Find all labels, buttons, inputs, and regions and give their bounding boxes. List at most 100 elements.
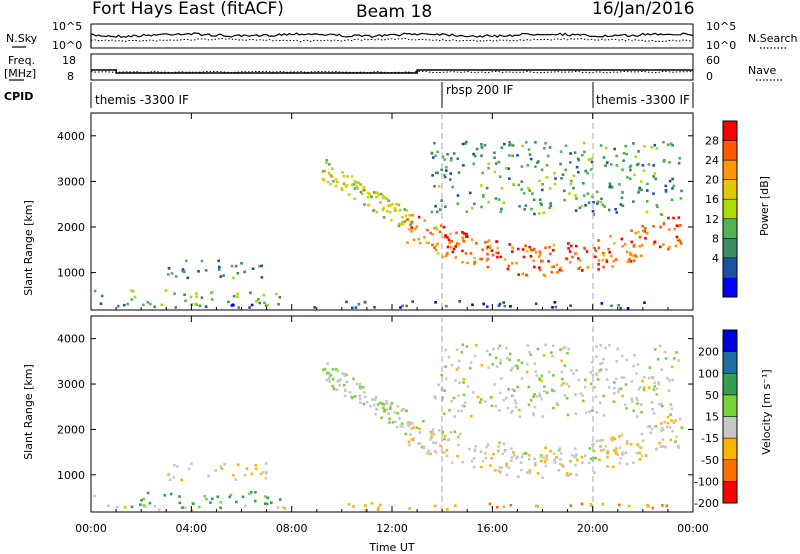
range-gate-cell <box>569 182 573 186</box>
range-gate-cell <box>598 370 601 373</box>
range-gate-cell <box>674 244 678 247</box>
range-gate-cell <box>194 302 197 306</box>
range-gate-cell <box>619 203 623 206</box>
nsky-tick-hi-right: 10^5 <box>706 20 736 33</box>
range-gate-cell <box>468 447 471 451</box>
range-gate-cell <box>373 306 376 309</box>
range-gate-cell <box>195 295 198 298</box>
range-gate-cell <box>457 443 460 447</box>
range-gate-cell <box>445 454 449 458</box>
range-gate-cell <box>500 187 504 190</box>
range-gate-cell <box>556 271 559 274</box>
range-gate-cell <box>496 255 499 259</box>
range-gate-cell <box>496 347 500 350</box>
range-gate-cell <box>557 469 561 472</box>
range-gate-cell <box>625 250 629 254</box>
range-gate-cell <box>577 170 580 174</box>
range-gate-cell <box>629 260 633 263</box>
range-gate-cell <box>638 451 641 455</box>
range-gate-cell <box>180 478 183 482</box>
range-gate-cell <box>509 352 512 356</box>
range-gate-cell <box>511 246 514 250</box>
range-gate-cell <box>335 388 339 392</box>
range-gate-cell <box>545 176 549 179</box>
range-gate-cell <box>374 396 378 399</box>
range-gate-cell <box>570 369 573 372</box>
range-gate-cell <box>605 378 609 381</box>
range-gate-cell <box>636 415 639 418</box>
range-gate-cell <box>115 505 119 509</box>
range-gate-cell <box>595 345 598 348</box>
range-gate-cell <box>671 187 674 190</box>
range-gate-cell <box>408 443 411 447</box>
colorbar-tick-label: -15 <box>701 432 719 445</box>
range-gate-cell <box>442 412 446 415</box>
range-gate-cell <box>216 495 219 499</box>
range-gate-cell <box>461 142 465 146</box>
range-gate-cell <box>671 144 674 147</box>
range-gate-cell <box>418 431 422 434</box>
range-gate-cell <box>489 464 492 467</box>
range-gate-cell <box>632 142 635 145</box>
range-gate-cell <box>375 407 379 411</box>
range-gate-cell <box>650 427 654 431</box>
range-gate-cell <box>417 442 420 446</box>
range-gate-cell <box>552 452 556 456</box>
range-gate-cell <box>632 259 636 263</box>
range-gate-cell <box>610 163 613 166</box>
range-gate-cell <box>491 363 494 366</box>
range-gate-cell <box>610 438 614 441</box>
range-gate-cell <box>283 507 287 510</box>
range-gate-cell <box>655 147 659 150</box>
range-gate-cell <box>461 460 464 464</box>
range-gate-cell <box>538 179 541 183</box>
colorbar-tick-label: 16 <box>705 193 719 206</box>
range-gate-cell <box>431 156 435 159</box>
range-gate-cell <box>363 395 367 399</box>
range-gate-cell <box>348 391 352 394</box>
range-gate-cell <box>608 182 612 186</box>
range-gate-cell <box>624 403 627 407</box>
range-gate-cell <box>592 200 595 204</box>
range-gate-cell <box>466 385 470 388</box>
range-gate-cell <box>499 210 503 214</box>
range-gate-cell <box>433 141 436 145</box>
range-gate-cell <box>174 306 177 309</box>
range-gate-cell <box>528 189 532 193</box>
range-gate-cell <box>450 157 453 160</box>
range-gate-cell <box>472 152 475 156</box>
range-gate-cell <box>628 251 632 255</box>
range-gate-cell <box>449 431 453 434</box>
range-gate-cell <box>281 506 285 509</box>
range-gate-cell <box>399 424 402 428</box>
range-gate-cell <box>640 403 643 406</box>
range-gate-cell <box>634 155 637 158</box>
range-gate-cell <box>454 245 457 248</box>
range-gate-cell <box>352 505 355 508</box>
range-gate-cell <box>443 389 446 392</box>
range-gate-cell <box>461 236 464 239</box>
range-gate-cell <box>514 405 518 409</box>
range-gate-cell <box>612 449 616 452</box>
range-gate-cell <box>377 506 380 509</box>
range-gate-cell <box>620 237 624 241</box>
range-gate-cell <box>613 386 616 390</box>
range-gate-cell <box>635 372 638 375</box>
range-gate-cell <box>647 376 651 380</box>
range-gate-cell <box>644 454 648 457</box>
range-gate-cell <box>613 437 616 441</box>
range-gate-cell <box>593 471 596 474</box>
range-gate-cell <box>434 154 437 158</box>
range-gate-cell <box>430 433 434 436</box>
range-gate-cell <box>345 184 349 187</box>
range-gate-cell <box>443 173 446 177</box>
range-gate-cell <box>662 221 666 224</box>
range-gate-cell <box>342 372 346 376</box>
range-gate-cell <box>198 505 201 509</box>
range-gate-cell <box>329 373 333 377</box>
range-gate-cell <box>636 363 640 366</box>
range-gate-cell <box>497 449 500 453</box>
range-gate-cell <box>264 495 267 498</box>
range-gate-cell <box>638 244 642 248</box>
range-gate-cell <box>434 204 437 208</box>
